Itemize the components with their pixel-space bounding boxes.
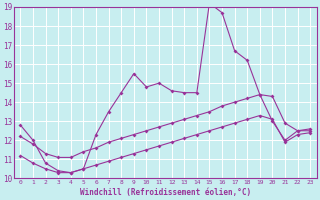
X-axis label: Windchill (Refroidissement éolien,°C): Windchill (Refroidissement éolien,°C)	[80, 188, 251, 197]
